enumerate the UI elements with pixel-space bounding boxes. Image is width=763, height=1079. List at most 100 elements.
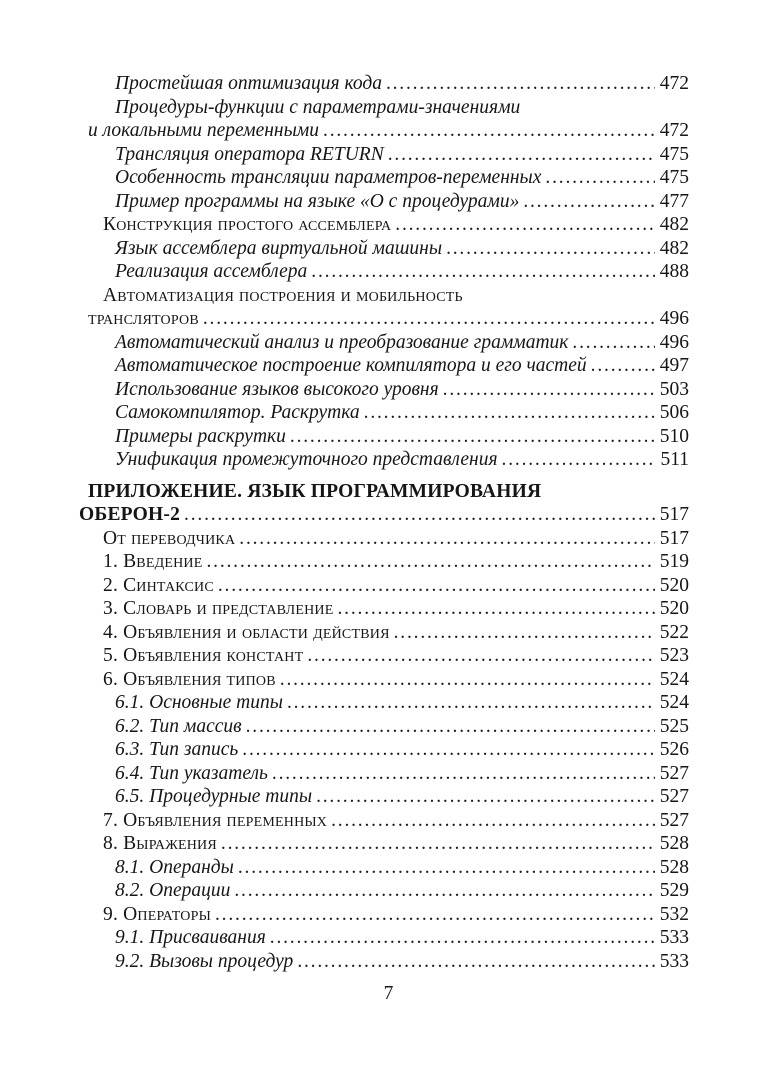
- table-of-contents: Простейшая оптимизация кода 472 Процедур…: [79, 72, 689, 973]
- toc-row: 5. Объявления констант 523: [88, 644, 689, 668]
- toc-row: 2. Синтаксис 520: [88, 574, 689, 598]
- toc-row: Простейшая оптимизация кода 472: [88, 72, 689, 96]
- dot-leader: [364, 401, 655, 425]
- toc-row: 6.4. Тип указатель 527: [88, 762, 689, 786]
- toc-entry-title: 9. Операторы: [103, 903, 211, 925]
- toc-row: Использование языков высокого уровня 503: [88, 378, 689, 402]
- toc-entry-title: 9.2. Вызовы процедур: [115, 950, 294, 972]
- toc-entry-title: 6.5. Процедурные типы: [115, 786, 313, 807]
- dot-leader: [545, 166, 654, 190]
- toc-entry-title: 2. Синтаксис: [103, 574, 214, 596]
- toc-entry-title: и локальными переменными: [88, 120, 320, 141]
- toc-row: 9.1. Присваивания 533: [88, 926, 689, 950]
- toc-row: Пример программы на языке «О с процедура…: [88, 190, 689, 214]
- toc-entry-title: Язык ассемблера виртуальной машины: [115, 237, 443, 259]
- toc-entry-title: 9.1. Присваивания: [115, 927, 266, 948]
- toc-row: Реализация ассемблера 488: [88, 260, 689, 284]
- toc-entry-page: 477: [659, 190, 689, 212]
- toc-row: 6.2. Тип массив 525: [88, 715, 689, 739]
- toc-entry-page: 524: [659, 692, 689, 713]
- dot-leader: [394, 621, 655, 645]
- toc-entry-title: 4. Объявления и области действия: [103, 621, 390, 643]
- toc-row: Унификация промежуточного представления …: [88, 448, 689, 472]
- toc-row: Особенность трансляции параметров-переме…: [88, 166, 689, 190]
- toc-entry-page: 475: [659, 167, 689, 188]
- toc-entry-title: Пример программы на языке «О с процедура…: [115, 190, 520, 212]
- toc-entry-page: 527: [659, 786, 689, 807]
- toc-entry-page: 528: [659, 856, 689, 878]
- dot-leader: [572, 331, 654, 355]
- dot-leader: [215, 903, 655, 927]
- toc-entry-page: 472: [659, 120, 689, 141]
- dot-leader: [270, 926, 655, 950]
- toc-row: Автоматическое построение компилятора и …: [88, 354, 689, 378]
- toc-entry-page: 511: [660, 449, 689, 470]
- toc-row: Трансляция оператора RETURN 475: [88, 143, 689, 167]
- toc-entry-title: ПРИЛОЖЕНИЕ. ЯЗЫК ПРОГРАММИРОВАНИЯ: [88, 480, 542, 502]
- toc-entry-title: 6.4. Тип указатель: [115, 762, 268, 784]
- toc-entry-title: 7. Объявления переменных: [103, 809, 328, 831]
- toc-entry-page: 506: [659, 402, 689, 423]
- toc-entry-page: 533: [659, 927, 689, 948]
- toc-row: ПРИЛОЖЕНИЕ. ЯЗЫК ПРОГРАММИРОВАНИЯ: [88, 480, 689, 504]
- toc-entry-title: Самокомпилятор. Раскрутка: [115, 402, 360, 423]
- toc-entry-title: Использование языков высокого уровня: [115, 378, 439, 400]
- toc-entry-page: 524: [659, 668, 689, 690]
- dot-leader: [502, 448, 656, 472]
- dot-leader: [242, 738, 654, 762]
- toc-row: 7. Объявления переменных 527: [88, 809, 689, 833]
- dot-leader: [272, 762, 655, 786]
- dot-leader: [287, 691, 655, 715]
- dot-leader: [523, 190, 654, 214]
- toc-entry-page: 482: [659, 237, 689, 259]
- dot-leader: [239, 527, 654, 551]
- toc-row: Автоматизация построения и мобильность: [88, 284, 689, 308]
- toc-entry-title: 6.3. Тип запись: [115, 739, 239, 760]
- toc-entry-page: 510: [659, 425, 689, 447]
- toc-row: 3. Словарь и представление 520: [88, 597, 689, 621]
- dot-leader: [395, 213, 654, 237]
- toc-entry-page: 472: [659, 73, 689, 94]
- toc-entry-page: 523: [659, 645, 689, 666]
- toc-row: 1. Введение 519: [88, 550, 689, 574]
- toc-entry-page: 517: [659, 527, 689, 549]
- toc-entry-page: 497: [659, 355, 689, 376]
- toc-entry-title: Автоматизация построения и мобильность: [103, 284, 463, 306]
- toc-entry-title: трансляторов: [88, 308, 199, 329]
- toc-row: 6.5. Процедурные типы 527: [88, 785, 689, 809]
- toc-row: Процедуры-функции с параметрами-значения…: [88, 96, 689, 120]
- toc-entry-page: 496: [659, 308, 689, 329]
- dot-leader: [388, 143, 655, 167]
- toc-entry-title: Автоматический анализ и преобразование г…: [115, 331, 569, 353]
- toc-entry-title: Простейшая оптимизация кода: [115, 73, 382, 94]
- toc-entry-page: 503: [659, 378, 689, 400]
- dot-leader: [218, 574, 655, 598]
- dot-leader: [221, 832, 655, 856]
- toc-entry-title: Унификация промежуточного представления: [115, 449, 498, 470]
- toc-entry-page: 527: [659, 762, 689, 784]
- dot-leader: [311, 260, 654, 284]
- dot-leader: [234, 879, 654, 903]
- toc-row: Язык ассемблера виртуальной машины 482: [88, 237, 689, 261]
- dot-leader: [246, 715, 655, 739]
- toc-entry-page: 517: [659, 504, 689, 525]
- toc-row: ОБЕРОН-2 517: [79, 503, 689, 527]
- dot-leader: [386, 72, 655, 96]
- dot-leader: [238, 856, 655, 880]
- toc-entry-title: 1. Введение: [103, 551, 203, 572]
- toc-entry-title: 8. Выражения: [103, 833, 217, 854]
- toc-entry-title: 3. Словарь и представление: [103, 598, 334, 619]
- toc-entry-title: 8.1. Операнды: [115, 856, 234, 878]
- dot-leader: [307, 644, 654, 668]
- toc-entry-title: Автоматическое построение компилятора и …: [115, 355, 587, 376]
- dot-leader: [290, 425, 655, 449]
- toc-entry-title: Процедуры-функции с параметрами-значения…: [115, 96, 521, 118]
- dot-leader: [206, 550, 654, 574]
- dot-leader: [316, 785, 655, 809]
- toc-entry-page: 482: [659, 214, 689, 235]
- toc-row: Конструкция простого ассемблера 482: [88, 213, 689, 237]
- toc-row: 6.1. Основные типы 524: [88, 691, 689, 715]
- toc-row: 8.1. Операнды 528: [88, 856, 689, 880]
- toc-entry-page: 533: [659, 950, 689, 972]
- toc-entry-title: 6. Объявления типов: [103, 668, 276, 690]
